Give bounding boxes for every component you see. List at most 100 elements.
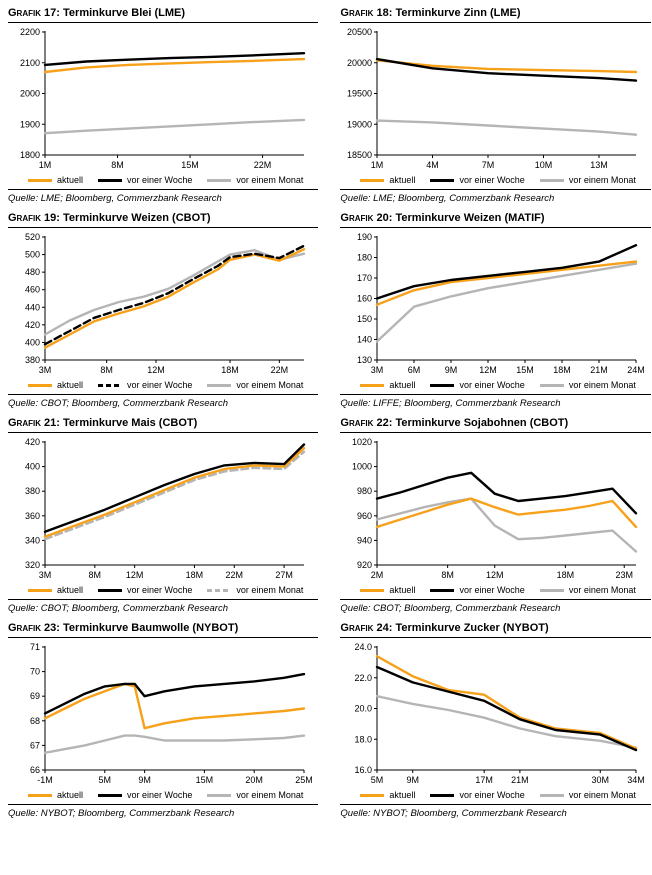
y-tick-label: 18.0 [355, 734, 373, 744]
source-text: Quelle: NYBOT; Bloomberg, Commerzbank Re… [340, 804, 651, 819]
chart-panel-zinn-lme: Grafik 18: Terminkurve Zinn (LME) 18500 1… [340, 5, 651, 210]
series-line-1 [376, 57, 638, 82]
legend-item-vor-einer-woche: vor einer Woche [98, 175, 192, 185]
chart-title-prefix: Grafik 19: [8, 212, 60, 224]
y-tick-label: 160 [357, 294, 372, 304]
y-tick-label: 20.0 [355, 704, 373, 714]
x-tick-label: 18M [221, 365, 239, 375]
chart-title: Grafik 19: Terminkurve Weizen (CBOT) [8, 212, 319, 228]
y-tick-label: 19000 [347, 119, 372, 129]
legend-swatch-monat [539, 588, 564, 592]
chart-canvas: 1800 1900 2000 2100 2200 1M 8M 15M 22M [20, 27, 306, 170]
y-tick-label: 19500 [347, 89, 372, 99]
series-line-2 [43, 734, 306, 755]
x-tick-label: 9M [138, 775, 151, 785]
line-chart: 380 400 420 440 460 480 500 520 3M 8M 12M 18M 22M [8, 230, 318, 380]
line-chart: 130 140 150 160 170 180 190 3M 6M 9M 12M 15M 18M 21M 2… [340, 230, 650, 380]
legend-label: vor einer Woche [127, 585, 193, 595]
series-line-0 [376, 260, 638, 306]
series-line-0 [43, 446, 306, 538]
legend-item-aktuell: aktuell [360, 585, 415, 595]
x-tick-label: 13M [591, 160, 609, 170]
y-tick-label: 340 [25, 535, 40, 545]
legend-swatch-aktuell [28, 793, 52, 797]
x-tick-label: 9M [445, 365, 458, 375]
x-tick-label: 15M [517, 365, 535, 375]
legend-label: vor einer Woche [127, 790, 193, 800]
line-chart: 16.0 18.0 20.0 22.0 24.0 5M 9M 17M 21M 30M 34M [340, 640, 650, 790]
series-line-1 [43, 244, 306, 346]
chart-panel-zucker-nybot: Grafik 24: Terminkurve Zucker (NYBOT) 16… [340, 620, 651, 825]
y-tick-label: 1000 [352, 462, 372, 472]
x-tick-label: 4M [427, 160, 440, 170]
y-tick-label: 180 [357, 253, 372, 263]
chart-canvas: 66 67 68 69 70 71 -1M 5M 9M 15M 20M 25M [30, 642, 313, 785]
y-tick-label: 2000 [20, 89, 40, 99]
x-tick-label: 20M [245, 775, 263, 785]
chart-title: Grafik 18: Terminkurve Zinn (LME) [340, 7, 651, 23]
legend-label: vor einer Woche [127, 380, 193, 390]
legend-swatch-monat [207, 383, 232, 387]
legend-item-vor-einer-woche: vor einer Woche [430, 585, 525, 595]
chart-title: Grafik 21: Terminkurve Mais (CBOT) [8, 417, 319, 433]
x-tick-label: 18M [554, 365, 572, 375]
legend-item-aktuell: aktuell [28, 380, 83, 390]
legend-swatch-woche [98, 383, 123, 387]
legend-label: vor einem Monat [568, 790, 636, 800]
chart-title-prefix: Grafik 17: [8, 7, 60, 19]
x-tick-label: 15M [196, 775, 214, 785]
series-line-0 [376, 655, 638, 750]
y-tick-label: 520 [25, 232, 40, 242]
x-tick-label: 18M [186, 570, 204, 580]
chart-title-text: Terminkurve Sojabohnen (CBOT) [395, 417, 569, 429]
legend-item-vor-einer-woche: vor einer Woche [430, 380, 525, 390]
legend-label: aktuell [57, 175, 84, 185]
chart-title: Grafik 24: Terminkurve Zucker (NYBOT) [340, 622, 651, 638]
chart-canvas: 130 140 150 160 170 180 190 3M 6M 9M 12M 15M 18M 21M 2… [357, 232, 645, 375]
chart-legend: aktuell vor einer Woche vor einem Monat [340, 175, 650, 188]
legend-item-vor-einem-monat: vor einem Monat [207, 790, 303, 800]
y-tick-label: 18500 [347, 150, 372, 160]
legend-swatch-woche [430, 588, 455, 592]
legend-item-vor-einer-woche: vor einer Woche [98, 790, 192, 800]
y-tick-label: 20500 [347, 27, 372, 37]
source-text: Quelle: NYBOT; Bloomberg, Commerzbank Re… [8, 804, 319, 819]
x-tick-label: 23M [616, 570, 634, 580]
legend-label: vor einer Woche [459, 380, 525, 390]
legend-label: aktuell [57, 790, 84, 800]
series-line-1 [376, 243, 638, 300]
series-line-0 [376, 59, 638, 74]
chart-canvas: 920 940 960 980 1000 1020 2M 8M 12M 18M 23M [352, 437, 638, 580]
legend-swatch-woche [98, 793, 123, 797]
chart-title-prefix: Grafik 22: [340, 417, 393, 429]
chart-legend: aktuell vor einer Woche vor einem Monat [8, 585, 318, 598]
legend-label: vor einem Monat [236, 175, 304, 185]
x-tick-label: 17M [476, 775, 494, 785]
series-line-1 [376, 665, 638, 752]
legend-item-aktuell: aktuell [28, 175, 83, 185]
series-line-2 [43, 450, 306, 541]
series-line-2 [376, 262, 638, 343]
series-line-2 [376, 119, 638, 136]
x-tick-label: 3M [39, 365, 52, 375]
chart-panel-weizen-cbot: Grafik 19: Terminkurve Weizen (CBOT) 380… [8, 210, 319, 415]
legend-item-vor-einem-monat: vor einem Monat [207, 380, 303, 390]
series-line-2 [376, 497, 638, 553]
line-chart: 18500 19000 19500 20000 20500 1M 4M 7M 10M 13M [340, 25, 650, 175]
line-chart: 920 940 960 980 1000 1020 2M 8M 12M 18M 23M [340, 435, 650, 585]
legend-label: aktuell [389, 790, 416, 800]
legend-item-aktuell: aktuell [28, 790, 83, 800]
source-text: Quelle: LME; Bloomberg, Commerzbank Rese… [340, 189, 651, 204]
legend-label: vor einem Monat [236, 585, 304, 595]
y-tick-label: 70 [30, 667, 40, 677]
x-tick-label: 34M [628, 775, 646, 785]
series-line-0 [43, 57, 306, 74]
x-tick-label: 21M [512, 775, 530, 785]
series-line-2 [376, 695, 638, 749]
legend-swatch-aktuell [360, 383, 385, 387]
x-tick-label: 21M [591, 365, 609, 375]
y-tick-label: 16.0 [355, 765, 373, 775]
legend-item-vor-einer-woche: vor einer Woche [98, 380, 192, 390]
legend-item-vor-einem-monat: vor einem Monat [539, 175, 636, 185]
y-tick-label: 380 [25, 486, 40, 496]
